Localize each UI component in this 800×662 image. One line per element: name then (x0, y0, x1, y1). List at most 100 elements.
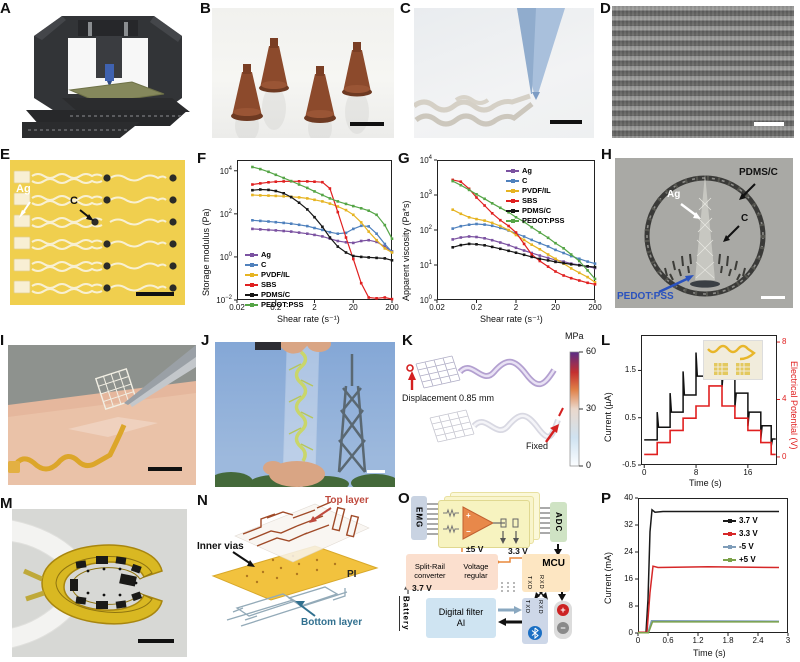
fea-simulation-drawing (406, 351, 583, 467)
panel-letter-P: P (601, 490, 612, 507)
legend-item: SBS (506, 196, 565, 205)
voltage-regulator-label-2: regular (464, 571, 488, 580)
panel-letter-F: F (197, 150, 207, 167)
filter-box: Digital filter AI (426, 598, 496, 638)
outdoor-device-drawing (215, 342, 395, 487)
pm5v-label: ±5 V (466, 544, 484, 554)
panel-I: I (0, 332, 201, 495)
panel-K: K MPa 60 30 0 Displacement 0.85 mm Fixed (402, 331, 601, 495)
pdmsc-label: PDMS/C (739, 167, 778, 178)
digital-filter-label: Digital filter (438, 606, 484, 617)
apparent-viscosity-chart: 0.02 0.2 2 20 200 104 103 102 101 100 (419, 155, 602, 312)
sem-texture (612, 6, 794, 138)
cbar-tick-60: 60 (586, 346, 597, 356)
c-label: C (70, 195, 78, 207)
legend-item: Ag (245, 250, 304, 259)
printing-drawing (414, 8, 565, 127)
panel-letter-A: A (0, 0, 11, 17)
panel-N: N Top layer Inner vias PI Bottom layer (197, 488, 398, 662)
legend-item: PDMS/C (506, 206, 565, 215)
panel-letter-H: H (601, 146, 612, 163)
bluetooth-icon (528, 626, 542, 640)
f-x-axis-label: Shear rate (s⁻¹) (277, 314, 340, 324)
power-current-chart: 0 0.6 1.2 1.8 2.4 3 0 8 16 24 32 40 (624, 493, 791, 645)
plus-sign: + (560, 605, 566, 615)
panel-letter-G: G (398, 150, 410, 167)
panel-O: O EMG + − ADC ±5 V 3.3 V (398, 488, 601, 662)
printer-3d-illustration (22, 16, 190, 138)
legend-item: PDMS/C (245, 290, 304, 299)
minus-sign: − (560, 623, 566, 633)
storage-modulus-chart: 0.02 0.2 2 20 200 104 102 100 10−2 (216, 160, 399, 312)
pedot-label: PEDOT:PSS (617, 291, 674, 302)
legend-item: 3.3 V (723, 529, 758, 538)
bt-rxd-label: RXD (537, 600, 543, 615)
mcu-box: MCU TXD RXD (522, 554, 570, 592)
panel-C: C (400, 0, 600, 146)
panel-D: D (600, 0, 800, 146)
f-y-axis-label: Storage modulus (Pa) (201, 208, 211, 296)
scale-bar (350, 122, 384, 126)
legend-item: SBS (245, 280, 304, 289)
panel-H: H PDMS/C Ag C PEDOT:PSS (601, 146, 800, 332)
l-inset-device (703, 340, 763, 380)
ai-label: AI (456, 618, 466, 628)
svg-text:+: + (466, 511, 471, 520)
nozzles-drawing (231, 38, 372, 138)
p-y-axis-label: Current (mA) (603, 552, 613, 605)
panel-G: G Apparent viscosity (Pa*s) 0.02 0.2 2 20 20… (398, 146, 602, 332)
bottom-layer-label: Bottom layer (301, 617, 363, 628)
mcu-txd-label: TXD (526, 576, 532, 590)
tower-device-drawing (644, 174, 766, 297)
legend-item: PVDF/IL (245, 270, 304, 279)
inner-vias-label: Inner vias (197, 541, 244, 552)
tower-device-photo: PDMS/C Ag C PEDOT:PSS (615, 158, 793, 308)
panel-E: E Ag (0, 146, 197, 332)
battery-label-text: Battery (399, 596, 410, 631)
top-layer-label: Top layer (325, 495, 369, 506)
adc-label: ADC (554, 511, 563, 533)
power-box: Split-Rail converter Voltage regular (406, 554, 498, 590)
v33-label: 3.3 V (508, 546, 528, 556)
g-x-axis-label: Shear rate (s⁻¹) (480, 314, 543, 324)
bluetooth-box: TXD RXD (522, 598, 548, 644)
skin-patch-photo (8, 345, 196, 485)
battery-label: Battery (399, 596, 410, 635)
mcu-label: MCU (542, 558, 565, 569)
pi-label: PI (347, 569, 357, 580)
negative-electrode: − (557, 622, 569, 634)
cbar-tick-0: 0 (586, 460, 592, 470)
panel-letter-D: D (600, 0, 611, 17)
panel-letter-O: O (398, 490, 410, 507)
emg-box: EMG (411, 496, 427, 540)
scale-bar (367, 470, 385, 473)
panel-B: B (200, 0, 400, 146)
legend-item: PEDOT:PSS (245, 300, 304, 309)
adc-box: ADC (550, 502, 567, 542)
panel-letter-L: L (601, 332, 611, 349)
printed-sensors-drawing (13, 170, 177, 294)
outdoor-device-photo (215, 342, 395, 487)
panel-P: P Current (mA) 0 0.6 1.2 1.8 2.4 3 0 8 16 24 32 40 … (601, 488, 800, 662)
current-potential-chart: 0 8 16 1.5 0.5 -0.5 8 4 0 (622, 335, 787, 477)
g-y-axis-label: Apparent viscosity (Pa*s) (401, 200, 411, 302)
l-inset-drawing (707, 344, 756, 375)
bent-pcb-drawing (12, 519, 163, 649)
ag-label: Ag (667, 189, 681, 200)
panel-F: F Storage modulus (Pa) 0.02 0.2 2 20 200 104 1… (197, 146, 399, 332)
legend-item: +5 V (723, 555, 758, 564)
printing-photo (414, 8, 594, 138)
panel-letter-K: K (402, 332, 413, 349)
panel-letter-C: C (400, 0, 411, 17)
panel-letter-E: E (0, 146, 11, 163)
panel-letter-J: J (201, 332, 210, 349)
fixed-label: Fixed (526, 441, 549, 451)
split-rail-label-1: Split-Rail (414, 562, 445, 572)
l-y-axis-label: Current (µA) (603, 392, 613, 442)
displacement-label: Displacement 0.85 mm (402, 393, 495, 403)
panel-letter-B: B (200, 0, 211, 17)
panel-L: L Current (µA) 0 8 16 1.5 0.5 -0.5 8 4 0 Time (s… (601, 332, 800, 495)
nozzles-photo (212, 8, 394, 138)
cbar-tick-30: 30 (586, 403, 597, 413)
panel-M: M (0, 495, 197, 662)
